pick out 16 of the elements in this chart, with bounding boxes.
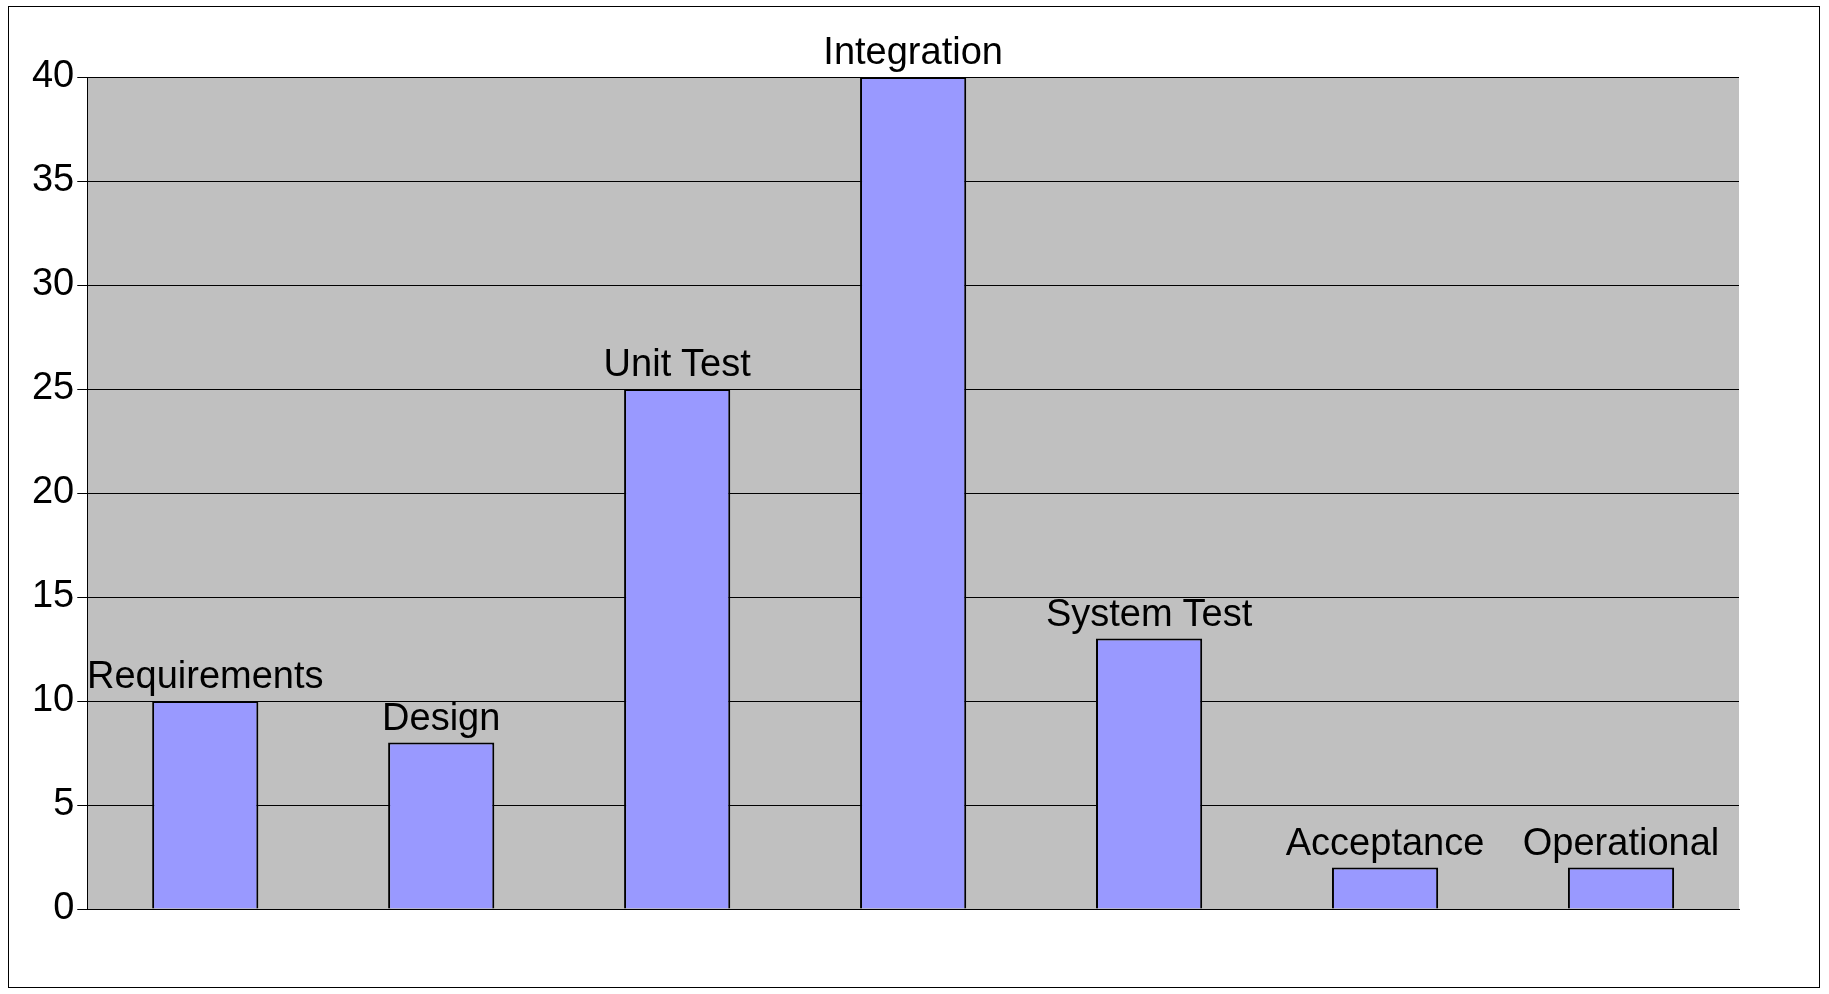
x-tick-label: Integration (823, 30, 1003, 73)
x-tick-label: Design (382, 696, 501, 739)
x-tick-label: Unit Test (603, 342, 752, 385)
y-tick-label: 30 (31, 261, 75, 304)
x-tick-label: System Test (1045, 592, 1253, 635)
x-tick-label: Operational (1522, 820, 1720, 863)
y-tick-label: 40 (31, 53, 75, 96)
y-tick-label: 20 (31, 469, 75, 512)
x-tick-label: Acceptance (1285, 820, 1485, 863)
y-tick-label: 10 (31, 677, 75, 720)
y-tick-label: 25 (31, 365, 75, 408)
y-tick-label: 0 (53, 885, 75, 928)
y-tick-label: 15 (31, 573, 75, 616)
y-tick-label: 5 (53, 781, 75, 824)
y-tick-label: 35 (31, 157, 75, 200)
x-tick-label: Requirements (86, 654, 324, 697)
